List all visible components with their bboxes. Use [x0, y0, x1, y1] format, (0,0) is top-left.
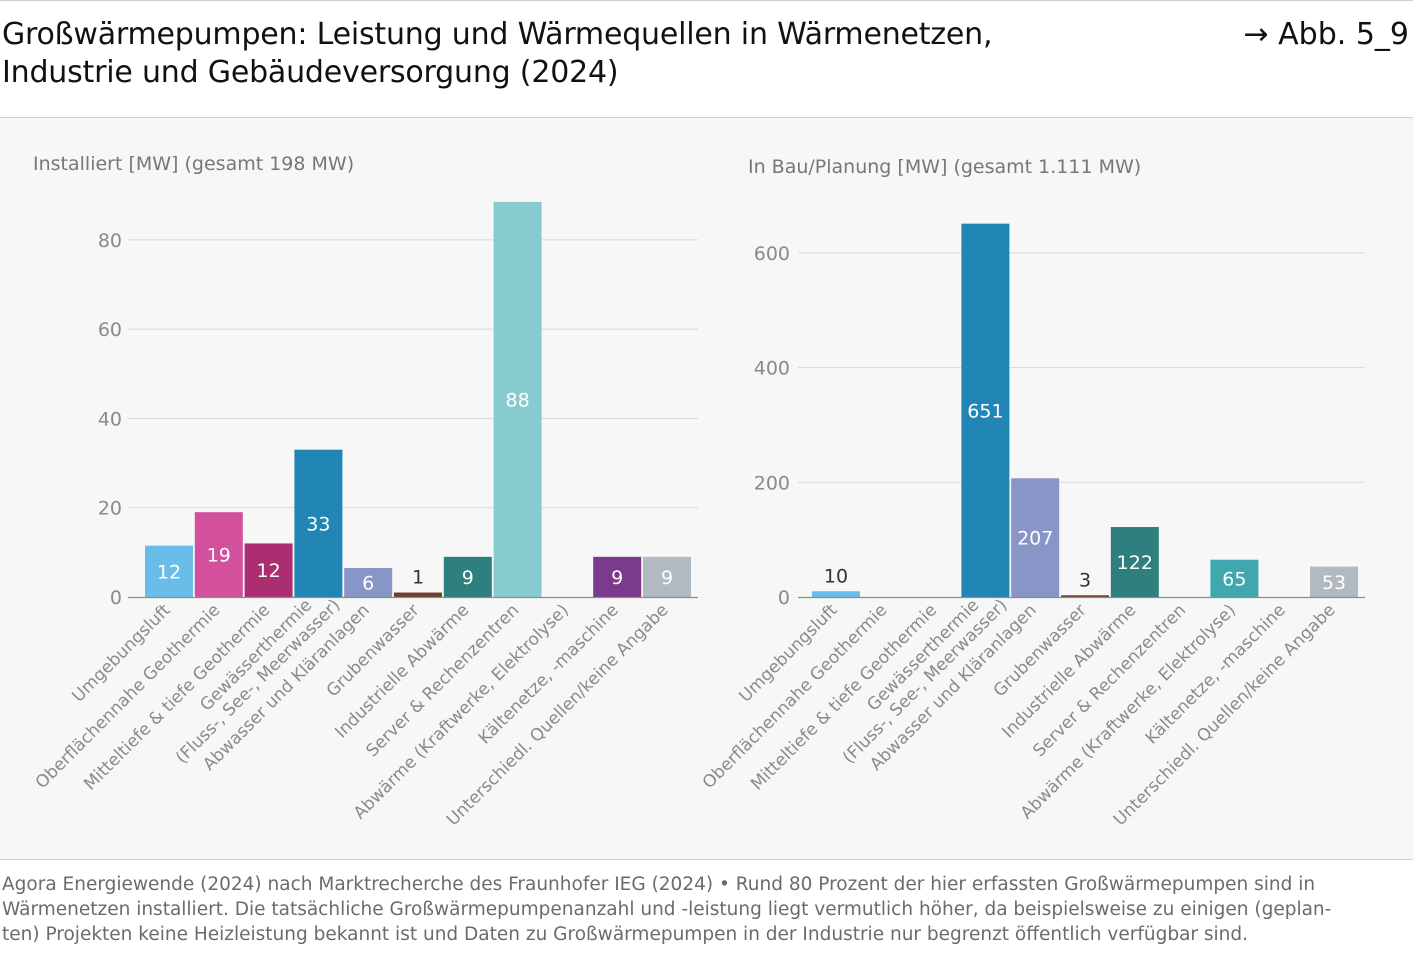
data-label: 12: [157, 561, 181, 583]
chart-2: In Bau/Planung [MW] (gesamt 1.111 MW) 0 20…: [699, 156, 1365, 830]
data-label: 33: [306, 513, 330, 535]
data-label: 9: [462, 567, 474, 589]
data-label: 12: [257, 560, 281, 582]
data-label: 3: [1079, 569, 1091, 591]
bar: [194, 512, 243, 597]
data-label: 207: [1017, 528, 1053, 550]
data-label: 1: [412, 567, 424, 589]
bar: [1061, 595, 1109, 597]
y-tick-label: 400: [754, 358, 790, 380]
y-tick-label: 0: [110, 587, 122, 609]
data-label: 53: [1322, 572, 1346, 594]
bar: [443, 556, 492, 597]
bar: [145, 545, 193, 597]
data-label: 651: [967, 400, 1003, 422]
bar: [812, 591, 860, 597]
y-tick-label: 600: [754, 243, 790, 265]
y-tick-label: 60: [98, 319, 122, 341]
data-label: 122: [1117, 552, 1153, 574]
source-line-3: ten) Projekten keine Heizleistung bekann…: [2, 924, 1249, 945]
x-tick-label-line: Oberflächennahe Geothermie: [699, 600, 892, 793]
y-tick-label: 200: [754, 472, 790, 494]
top-rule: [0, 0, 1413, 1]
x-tick-label-line: Oberflächennahe Geothermie: [32, 600, 225, 793]
data-label: 9: [661, 567, 673, 589]
bar: [294, 449, 343, 597]
charts-svg: Installiert [MW] (gesamt 198 MW)02040608…: [32, 153, 1365, 830]
y-tick-label: 20: [98, 498, 122, 520]
chart-panel: Installiert [MW] (gesamt 198 MW) 0 20 40 60 8…: [0, 117, 1413, 860]
x-tick-label: Oberflächennahe Geothermie: [699, 600, 892, 793]
title-line-2: Industrie und Gebäudeversorgung (2024): [2, 55, 619, 90]
source-line-2: Wärmenetzen installiert. Die tatsächlich…: [2, 899, 1332, 920]
source-line-1: Agora Energiewende (2024) nach Marktrech…: [2, 874, 1316, 895]
x-tick-label: Oberflächennahe Geothermie: [32, 600, 225, 793]
data-label: 65: [1222, 568, 1246, 590]
figure-reference[interactable]: → Abb. 5_9: [1243, 17, 1409, 52]
data-label: 6: [362, 572, 374, 594]
bar: [1011, 478, 1060, 597]
chart-title: Installiert [MW] (gesamt 198 MW): [33, 153, 354, 175]
bar: [643, 556, 691, 597]
bar: [593, 556, 642, 597]
y-tick-label: 0: [778, 587, 790, 609]
title-line-1: Großwärmepumpen: Leistung und Wärmequell…: [2, 17, 993, 52]
source-note: Agora Energiewende (2024) nach Marktrech…: [2, 872, 1407, 947]
bar: [1210, 559, 1259, 597]
data-label: 19: [207, 545, 231, 567]
data-label: 9: [611, 567, 623, 589]
y-tick-label: 80: [98, 230, 122, 252]
data-label: 88: [506, 389, 530, 411]
bar: [344, 567, 393, 597]
figure-title: Großwärmepumpen: Leistung und Wärmequell…: [2, 16, 1152, 92]
y-tick-label: 40: [98, 408, 122, 430]
chart-title: In Bau/Planung [MW] (gesamt 1.111 MW): [748, 156, 1141, 178]
bar: [244, 543, 293, 597]
bar: [1110, 527, 1159, 597]
data-label: 10: [824, 565, 848, 587]
bar: [961, 223, 1010, 597]
bar: [1310, 566, 1358, 597]
bar: [394, 592, 442, 597]
chart-1: Installiert [MW] (gesamt 198 MW) 0 20 40 60 8…: [32, 153, 698, 830]
bar: [493, 201, 542, 597]
